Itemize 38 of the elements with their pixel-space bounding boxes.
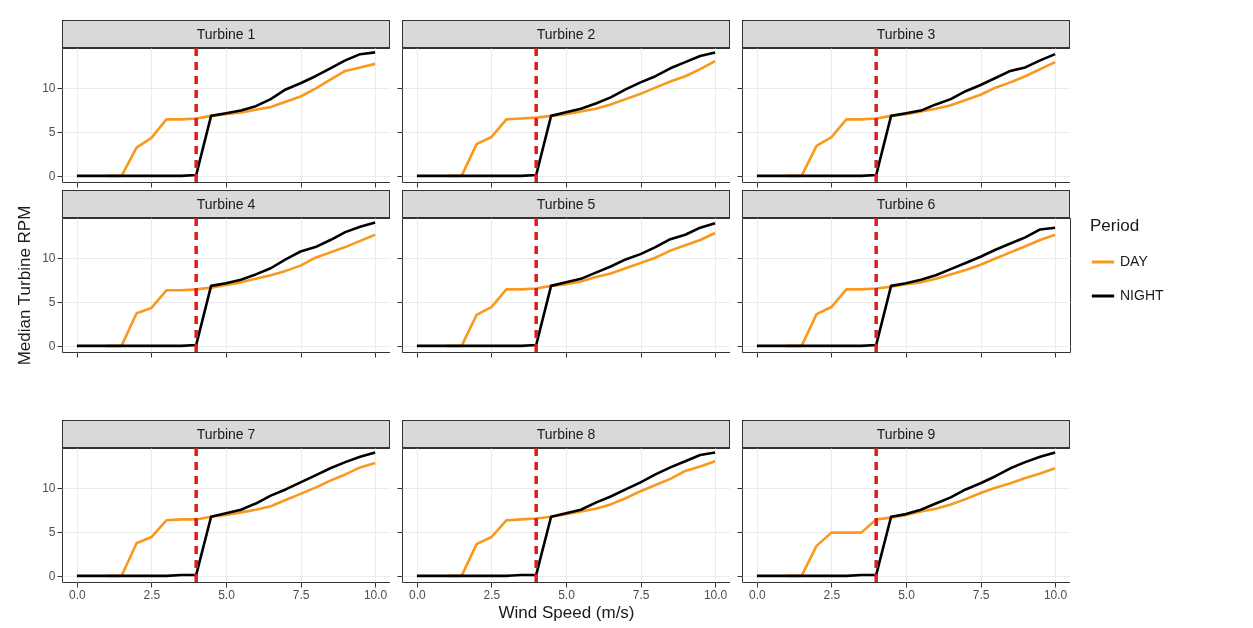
y-tick-label: 10 xyxy=(42,481,56,496)
y-tick-label: 5 xyxy=(48,525,56,540)
x-tick-label: 0.0 xyxy=(749,587,767,602)
x-axis-title: Wind Speed (m/s) xyxy=(498,602,635,622)
x-tick-label: 2.5 xyxy=(483,587,501,602)
x-tick-label: 10.0 xyxy=(363,587,388,602)
chart-title: Turbine 4 xyxy=(196,196,256,212)
chart-title: Turbine 7 xyxy=(196,426,256,442)
chart-title: Turbine 9 xyxy=(876,426,936,442)
chart-title: Turbine 6 xyxy=(876,196,936,212)
y-tick-label: 0 xyxy=(48,339,56,354)
legend-label: DAY xyxy=(1120,253,1149,269)
legend-label: NIGHT xyxy=(1120,287,1164,303)
x-tick-label: 7.5 xyxy=(972,587,990,602)
x-tick-label: 10.0 xyxy=(703,587,728,602)
x-tick-label: 7.5 xyxy=(632,587,650,602)
chart-title: Turbine 1 xyxy=(196,26,256,42)
y-tick-label: 10 xyxy=(42,251,56,266)
x-tick-label: 2.5 xyxy=(823,587,841,602)
chart-title: Turbine 8 xyxy=(536,426,596,442)
chart-title: Turbine 5 xyxy=(536,196,596,212)
y-tick-label: 5 xyxy=(48,295,56,310)
x-tick-label: 0.0 xyxy=(69,587,87,602)
x-tick-label: 10.0 xyxy=(1043,587,1068,602)
x-tick-label: 2.5 xyxy=(143,587,161,602)
chart-title: Turbine 2 xyxy=(536,26,596,42)
y-axis-title: Median Turbine RPM xyxy=(15,205,35,366)
x-tick-label: 7.5 xyxy=(292,587,310,602)
y-tick-label: 0 xyxy=(48,169,56,184)
y-tick-label: 5 xyxy=(48,125,56,140)
x-tick-label: 5.0 xyxy=(218,587,236,602)
x-tick-label: 5.0 xyxy=(898,587,916,602)
chart-title: Turbine 3 xyxy=(876,26,936,42)
x-tick-label: 5.0 xyxy=(558,587,576,602)
y-tick-label: 0 xyxy=(48,569,56,584)
x-tick-label: 0.0 xyxy=(409,587,427,602)
y-tick-label: 10 xyxy=(42,81,56,96)
legend-title: Period xyxy=(1090,216,1140,235)
